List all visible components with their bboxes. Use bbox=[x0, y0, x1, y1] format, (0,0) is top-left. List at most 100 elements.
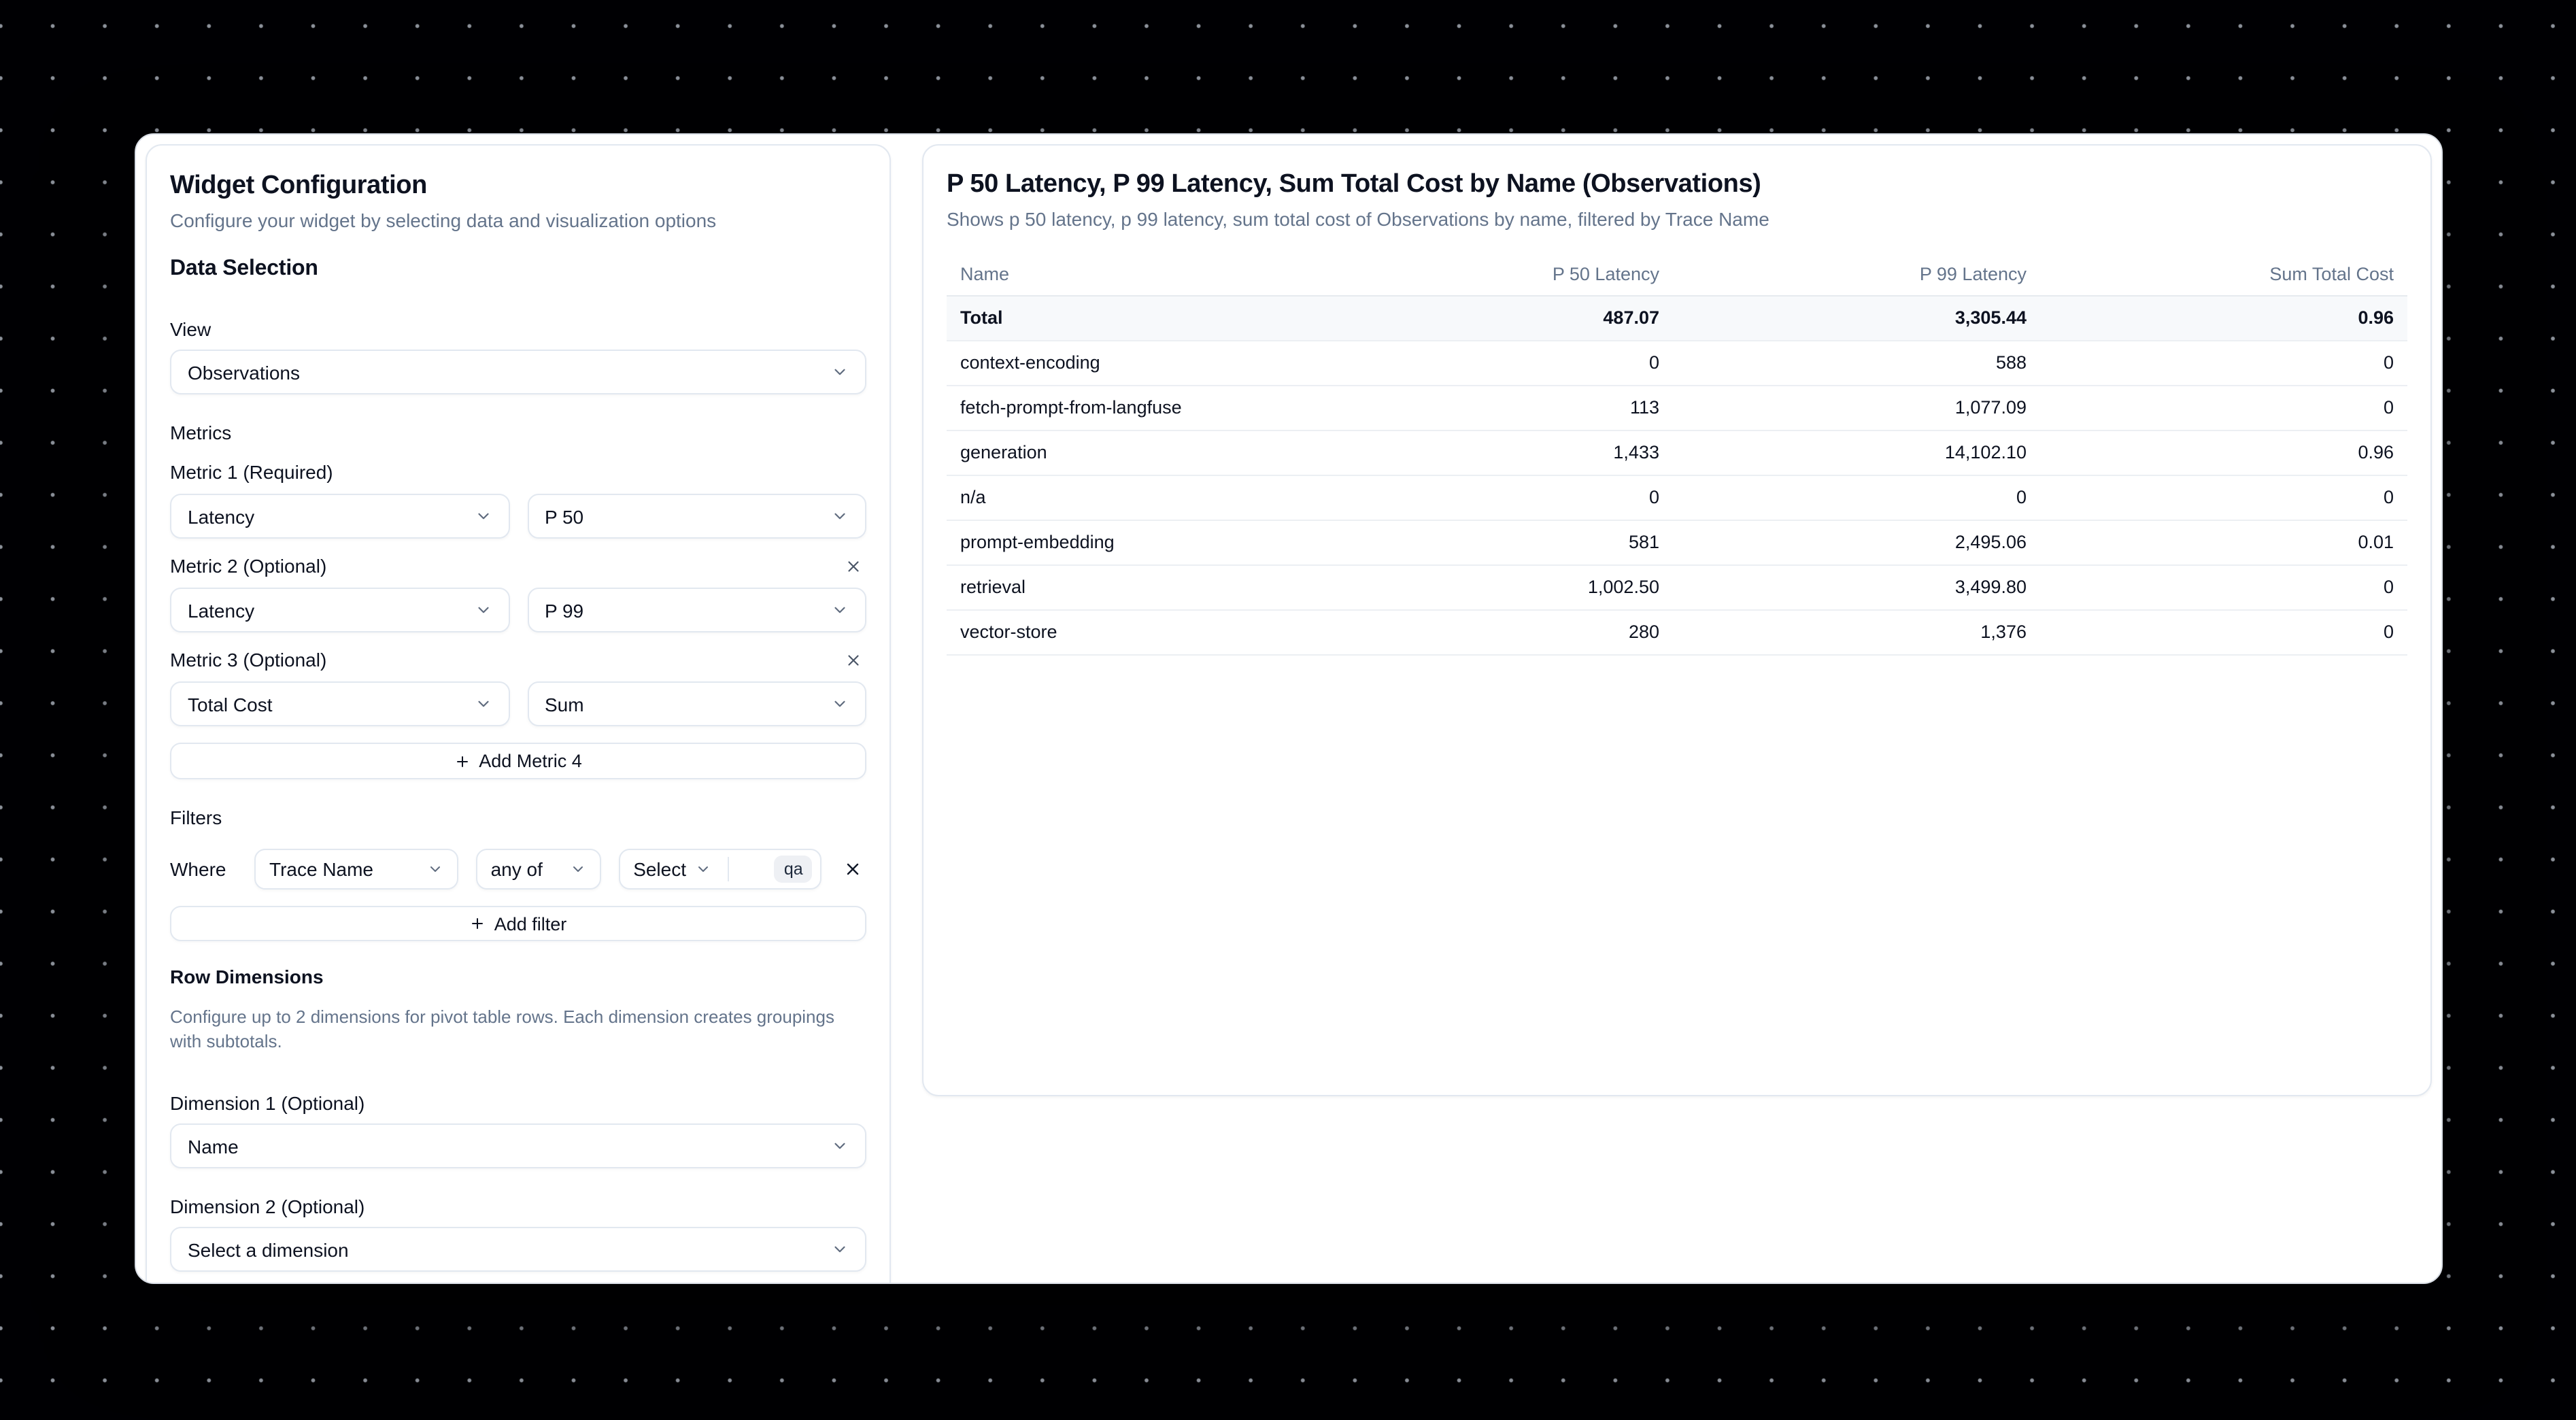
row-dimensions-heading: Row Dimensions bbox=[170, 966, 324, 987]
cell-sum-total-cost: 0.01 bbox=[2040, 520, 2407, 565]
cell-sum-total-cost: 0 bbox=[2040, 475, 2407, 520]
preview-table-body: Total 487.07 3,305.44 0.96 context-encod… bbox=[947, 295, 2407, 655]
cell-name: fetch-prompt-from-langfuse bbox=[947, 385, 1306, 430]
cell-p99-latency: 3,305.44 bbox=[1673, 295, 2040, 341]
metric-2-label-row: Metric 2 (Optional) bbox=[170, 555, 866, 578]
metric-3-aggregation-value: Sum bbox=[545, 693, 584, 715]
cell-sum-total-cost: 0 bbox=[2040, 609, 2407, 655]
cell-p50-latency: 1,433 bbox=[1306, 430, 1673, 475]
cell-name: prompt-embedding bbox=[947, 520, 1306, 565]
data-selection-heading: Data Selection bbox=[170, 257, 318, 280]
table-row: n/a 0 0 0 bbox=[947, 475, 2407, 520]
preview-pivot-table: Name P 50 Latency P 99 Latency Sum Total… bbox=[947, 254, 2407, 655]
metric-3-aggregation-select[interactable]: Sum bbox=[527, 681, 866, 726]
chevron-down-icon bbox=[831, 601, 849, 619]
cell-p99-latency: 2,495.06 bbox=[1673, 520, 2040, 565]
metric-1-label: Metric 1 (Required) bbox=[170, 461, 333, 483]
metric-2-measure-select[interactable]: Latency bbox=[170, 588, 509, 632]
cell-sum-total-cost: 0 bbox=[2040, 564, 2407, 610]
chevron-down-icon bbox=[831, 1137, 849, 1155]
cell-p50-latency: 0 bbox=[1306, 340, 1673, 386]
add-metric-button[interactable]: Add Metric 4 bbox=[170, 743, 866, 779]
add-metric-label: Add Metric 4 bbox=[479, 751, 582, 771]
table-row: retrieval 1,002.50 3,499.80 0 bbox=[947, 564, 2407, 610]
filter-value-select[interactable]: Select qa bbox=[618, 849, 822, 890]
cell-name: Total bbox=[947, 295, 1306, 341]
metric-2-row: Latency P 99 bbox=[170, 588, 866, 632]
cell-p99-latency: 1,077.09 bbox=[1673, 385, 2040, 430]
panel-title: Widget Configuration bbox=[170, 171, 427, 200]
filter-operator-select[interactable]: any of bbox=[475, 849, 601, 890]
filter-column-select[interactable]: Trace Name bbox=[254, 849, 458, 890]
cell-sum-total-cost: 0 bbox=[2040, 340, 2407, 386]
cell-p50-latency: 487.07 bbox=[1306, 295, 1673, 341]
cell-p99-latency: 1,376 bbox=[1673, 609, 2040, 655]
x-icon bbox=[844, 558, 862, 575]
filter-value-chip[interactable]: qa bbox=[774, 856, 813, 883]
table-row: context-encoding 0 588 0 bbox=[947, 340, 2407, 386]
col-header-p99-latency: P 99 Latency bbox=[1673, 254, 2040, 296]
add-filter-button[interactable]: Add filter bbox=[170, 906, 866, 941]
cell-p50-latency: 1,002.50 bbox=[1306, 564, 1673, 610]
chevron-down-icon bbox=[831, 507, 849, 525]
filter-column-value: Trace Name bbox=[269, 858, 374, 880]
metric-2-label: Metric 2 (Optional) bbox=[170, 555, 327, 577]
cell-name: retrieval bbox=[947, 564, 1306, 610]
table-row: prompt-embedding 581 2,495.06 0.01 bbox=[947, 520, 2407, 565]
cell-p99-latency: 14,102.10 bbox=[1673, 430, 2040, 475]
dimension-1-value: Name bbox=[188, 1135, 239, 1157]
col-header-p50-latency: P 50 Latency bbox=[1306, 254, 1673, 296]
metric-1-measure-value: Latency bbox=[188, 505, 255, 527]
preview-subtitle: Shows p 50 latency, p 99 latency, sum to… bbox=[947, 208, 1769, 230]
plus-icon bbox=[470, 915, 486, 932]
metric-1-label-row: Metric 1 (Required) bbox=[170, 461, 866, 484]
cell-sum-total-cost: 0.96 bbox=[2040, 430, 2407, 475]
metric-3-row: Total Cost Sum bbox=[170, 681, 866, 726]
metric-1-aggregation-select[interactable]: P 50 bbox=[527, 494, 866, 539]
view-select[interactable]: Observations bbox=[170, 350, 866, 394]
x-icon bbox=[843, 860, 862, 879]
dimension-1-select[interactable]: Name bbox=[170, 1123, 866, 1168]
dimension-2-select[interactable]: Select a dimension bbox=[170, 1227, 866, 1272]
col-header-sum-total-cost: Sum Total Cost bbox=[2040, 254, 2407, 296]
remove-metric-3-button[interactable] bbox=[839, 647, 866, 674]
chevron-down-icon bbox=[831, 695, 849, 713]
metric-3-label: Metric 3 (Optional) bbox=[170, 649, 327, 671]
plus-icon bbox=[454, 753, 471, 769]
remove-metric-2-button[interactable] bbox=[839, 553, 866, 580]
x-icon bbox=[844, 652, 862, 669]
filters-heading: Filters bbox=[170, 807, 222, 828]
cell-sum-total-cost: 0.96 bbox=[2040, 295, 2407, 341]
preview-title: P 50 Latency, P 99 Latency, Sum Total Co… bbox=[947, 170, 1761, 199]
dimension-2-value: Select a dimension bbox=[188, 1238, 349, 1260]
chevron-down-icon bbox=[831, 1240, 849, 1258]
metric-2-aggregation-select[interactable]: P 99 bbox=[527, 588, 866, 632]
chevron-down-icon bbox=[831, 363, 849, 381]
cell-p50-latency: 280 bbox=[1306, 609, 1673, 655]
chevron-down-icon bbox=[474, 507, 492, 525]
metric-1-measure-select[interactable]: Latency bbox=[170, 494, 509, 539]
cell-p99-latency: 0 bbox=[1673, 475, 2040, 520]
filter-operator-value: any of bbox=[490, 858, 543, 880]
where-label: Where bbox=[170, 858, 226, 880]
metric-3-measure-select[interactable]: Total Cost bbox=[170, 681, 509, 726]
metric-3-label-row: Metric 3 (Optional) bbox=[170, 649, 866, 672]
panel-subtitle: Configure your widget by selecting data … bbox=[170, 209, 717, 231]
cell-p99-latency: 588 bbox=[1673, 340, 2040, 386]
remove-filter-button[interactable] bbox=[840, 856, 866, 883]
view-label: View bbox=[170, 318, 211, 340]
chevron-down-icon bbox=[474, 601, 492, 619]
cell-p99-latency: 3,499.80 bbox=[1673, 564, 2040, 610]
filter-value-placeholder: Select bbox=[633, 858, 687, 880]
widget-builder-dialog: Widget Configuration Configure your widg… bbox=[135, 133, 2443, 1284]
cell-name: vector-store bbox=[947, 609, 1306, 655]
table-row: Total 487.07 3,305.44 0.96 bbox=[947, 295, 2407, 341]
widget-configuration-panel: Widget Configuration Configure your widg… bbox=[146, 144, 891, 1283]
cell-p50-latency: 113 bbox=[1306, 385, 1673, 430]
cell-p50-latency: 581 bbox=[1306, 520, 1673, 565]
chevron-down-icon bbox=[474, 695, 492, 713]
metric-2-measure-value: Latency bbox=[188, 599, 255, 621]
chevron-down-icon bbox=[569, 861, 586, 877]
chevron-down-icon bbox=[427, 861, 443, 877]
table-row: fetch-prompt-from-langfuse 113 1,077.09 … bbox=[947, 385, 2407, 430]
